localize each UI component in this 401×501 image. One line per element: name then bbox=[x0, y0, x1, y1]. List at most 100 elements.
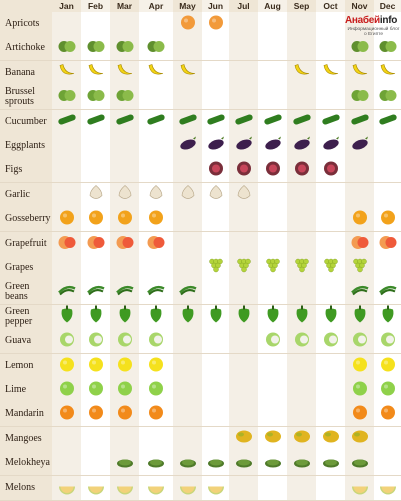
lime-icon bbox=[378, 379, 398, 402]
brussels-sprouts-icon bbox=[57, 86, 77, 109]
row-molokhia: Melokheya bbox=[0, 451, 401, 476]
lemon-icon bbox=[86, 354, 106, 377]
grapes-icon bbox=[350, 257, 370, 280]
row-guava: Guava bbox=[0, 329, 401, 354]
molokhia-icon bbox=[350, 452, 370, 475]
cell-aug bbox=[258, 36, 287, 61]
cell-jan bbox=[52, 109, 81, 134]
gooseberry-icon bbox=[115, 208, 135, 231]
cell-apr bbox=[139, 36, 173, 61]
cell-jan bbox=[52, 451, 81, 476]
cell-jun bbox=[202, 280, 229, 305]
logo-name: Анабейinfo bbox=[345, 15, 397, 26]
cell-sep bbox=[287, 85, 316, 110]
molokhia-icon bbox=[234, 452, 254, 475]
cell-jan bbox=[52, 60, 81, 85]
row-grapefruit: Grapefruit bbox=[0, 231, 401, 256]
grapefruit-icon bbox=[378, 232, 398, 255]
cell-feb bbox=[81, 353, 110, 378]
brussels-sprouts-icon bbox=[86, 86, 106, 109]
cell-sep bbox=[287, 231, 316, 256]
cell-jan bbox=[52, 402, 81, 427]
apricot-icon bbox=[178, 13, 198, 36]
cell-nov bbox=[345, 426, 374, 451]
cucumber-icon bbox=[263, 110, 283, 133]
cell-aug bbox=[258, 109, 287, 134]
cell-apr bbox=[139, 109, 173, 134]
cell-apr bbox=[139, 207, 173, 232]
month-header-oct: Oct bbox=[316, 0, 345, 12]
cell-may bbox=[173, 304, 202, 329]
cell-nov bbox=[345, 329, 374, 354]
eggplant-icon bbox=[206, 135, 226, 158]
cell-jul bbox=[229, 85, 258, 110]
cell-aug bbox=[258, 451, 287, 476]
cell-dec bbox=[374, 12, 401, 36]
cell-mar bbox=[110, 158, 139, 183]
cell-apr bbox=[139, 182, 173, 207]
garlic-icon bbox=[234, 183, 254, 206]
guava-icon bbox=[378, 330, 398, 353]
garlic-icon bbox=[86, 183, 106, 206]
row-lemon: Lemon bbox=[0, 353, 401, 378]
cell-jan bbox=[52, 353, 81, 378]
cell-apr bbox=[139, 329, 173, 354]
cell-nov bbox=[345, 182, 374, 207]
cell-apr bbox=[139, 85, 173, 110]
cell-oct bbox=[316, 280, 345, 305]
cell-apr bbox=[139, 426, 173, 451]
cell-jul bbox=[229, 378, 258, 402]
cell-mar bbox=[110, 280, 139, 305]
cell-oct bbox=[316, 182, 345, 207]
cell-apr bbox=[139, 353, 173, 378]
cell-oct bbox=[316, 304, 345, 329]
gooseberry-icon bbox=[86, 208, 106, 231]
month-header-jan: Jan bbox=[52, 0, 81, 12]
row-label: Garlic bbox=[0, 182, 52, 207]
row-label: Figs bbox=[0, 158, 52, 183]
grapefruit-icon bbox=[146, 232, 166, 255]
cell-oct bbox=[316, 378, 345, 402]
cell-feb bbox=[81, 426, 110, 451]
cell-may bbox=[173, 158, 202, 183]
cell-may bbox=[173, 12, 202, 36]
cell-may bbox=[173, 134, 202, 158]
cell-mar bbox=[110, 12, 139, 36]
row-lime: Lime bbox=[0, 378, 401, 402]
cell-jan bbox=[52, 256, 81, 280]
brussels-sprouts-icon bbox=[350, 86, 370, 109]
melon-icon bbox=[178, 476, 198, 499]
cell-jun bbox=[202, 182, 229, 207]
fig-icon bbox=[206, 159, 226, 182]
cell-dec bbox=[374, 36, 401, 61]
row-label: Green pepper bbox=[0, 304, 52, 329]
cell-dec bbox=[374, 182, 401, 207]
cell-jul bbox=[229, 36, 258, 61]
cell-aug bbox=[258, 353, 287, 378]
cell-dec bbox=[374, 60, 401, 85]
cucumber-icon bbox=[57, 110, 77, 133]
cell-nov bbox=[345, 231, 374, 256]
cell-aug bbox=[258, 182, 287, 207]
cell-mar bbox=[110, 402, 139, 427]
row-label: Brussel sprouts bbox=[0, 85, 52, 110]
cell-apr bbox=[139, 134, 173, 158]
cell-oct bbox=[316, 60, 345, 85]
grapefruit-icon bbox=[86, 232, 106, 255]
cell-feb bbox=[81, 60, 110, 85]
row-eggplant: Eggplants bbox=[0, 134, 401, 158]
melon-icon bbox=[378, 476, 398, 499]
cell-dec bbox=[374, 475, 401, 500]
garlic-icon bbox=[115, 183, 135, 206]
banana-icon bbox=[321, 61, 341, 84]
lime-icon bbox=[146, 379, 166, 402]
cell-jul bbox=[229, 475, 258, 500]
row-gooseberry: Gosseberry bbox=[0, 207, 401, 232]
cell-jul bbox=[229, 402, 258, 427]
molokhia-icon bbox=[178, 452, 198, 475]
row-label: Lemon bbox=[0, 353, 52, 378]
cell-oct bbox=[316, 36, 345, 61]
cell-dec bbox=[374, 353, 401, 378]
row-garlic: Garlic bbox=[0, 182, 401, 207]
cell-apr bbox=[139, 256, 173, 280]
